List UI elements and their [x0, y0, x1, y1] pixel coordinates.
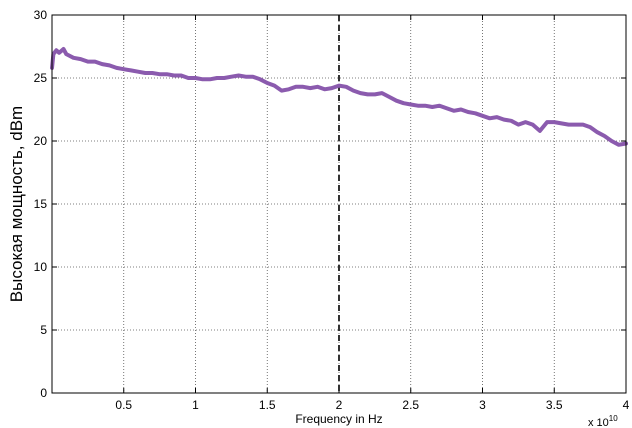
x-tick-label: 2.5 [402, 398, 419, 412]
x-axis-label: Frequency in Hz [295, 412, 382, 426]
data-layer [50, 15, 628, 393]
x-axis-exponent: x 1010 [588, 414, 618, 428]
x-tick-label: 2 [336, 398, 343, 412]
y-tick-label: 20 [34, 134, 48, 148]
series-line [50, 47, 628, 147]
y-tick-label: 5 [40, 323, 47, 337]
y-tick-label: 15 [34, 197, 48, 211]
x-tick-label: 1 [192, 398, 199, 412]
y-tick-label: 30 [34, 8, 48, 22]
ticks: 0.5 1 1.5 2 2.5 3 3.5 4 0 5 10 15 20 25 30 [34, 8, 630, 412]
x-tick-label: 3 [479, 398, 486, 412]
x-tick-label: 4 [623, 398, 630, 412]
y-tick-label: 10 [34, 260, 48, 274]
x-axis-exponent-base: x 10 [588, 417, 609, 428]
y-tick-label: 0 [40, 386, 47, 400]
y-tick-label: 25 [34, 71, 48, 85]
x-tick-label: 0.5 [115, 398, 132, 412]
y-axis-label: Высокая мощность, dBm [7, 106, 26, 302]
x-tick-label: 1.5 [259, 398, 276, 412]
x-tick-label: 3.5 [546, 398, 563, 412]
x-axis-exponent-power: 10 [609, 414, 618, 423]
